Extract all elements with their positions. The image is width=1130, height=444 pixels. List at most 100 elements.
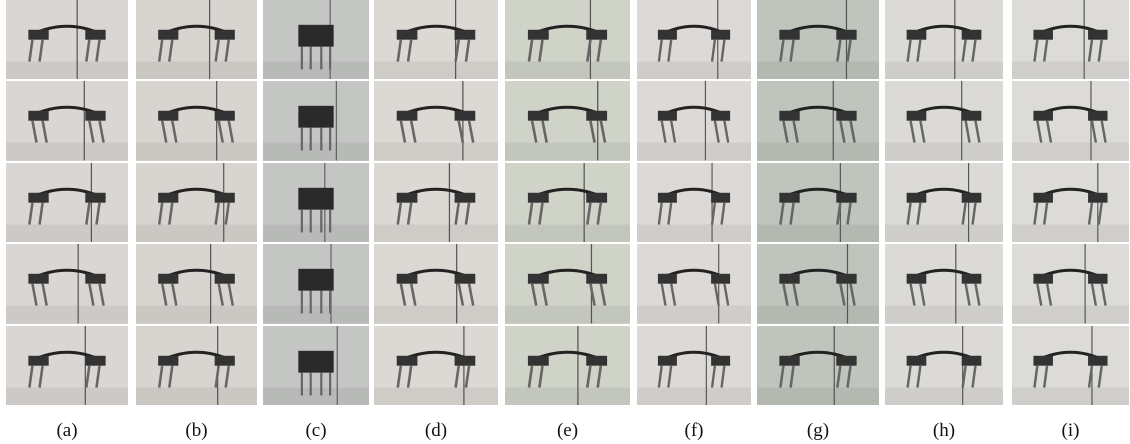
robot-photo (757, 0, 879, 79)
floor (1012, 387, 1129, 405)
floor (263, 306, 369, 324)
photo (885, 326, 1003, 405)
robot-leg (975, 284, 979, 306)
robot-leg (598, 365, 601, 387)
robot-shoulder (215, 193, 235, 203)
subfigure-caption: (i) (1012, 420, 1129, 442)
robot-leg (1044, 365, 1047, 387)
photo (136, 244, 257, 323)
robot-body (298, 25, 333, 47)
photo (637, 0, 751, 79)
photo (505, 0, 630, 79)
robot-hip (779, 111, 799, 121)
robot-photo (637, 326, 751, 405)
robot-photo (6, 163, 128, 242)
robot-leg (1089, 203, 1092, 225)
robot-leg (229, 121, 233, 143)
robot-leg (973, 365, 976, 387)
figure: {"captions": ["(a)", "(b)", "(c)", "(d)"… (0, 0, 1130, 444)
robot-photo (263, 0, 369, 79)
robot-leg (1092, 121, 1096, 143)
robot-leg (715, 121, 719, 143)
robot-hip (397, 193, 418, 203)
floor (757, 143, 879, 161)
robot-leg (539, 40, 542, 62)
robot-leg (172, 284, 176, 306)
robot-leg (169, 365, 172, 387)
robot-leg (659, 365, 662, 387)
floor (637, 306, 751, 324)
robot-hip (397, 30, 418, 40)
robot-leg (1044, 40, 1047, 62)
robot-hip (158, 30, 178, 40)
robot-photo (885, 0, 1003, 79)
floor (263, 143, 369, 161)
robot-photo (374, 244, 498, 323)
robot-leg (398, 365, 401, 387)
robot-leg (100, 284, 104, 306)
robot-shoulder (1088, 193, 1108, 203)
robot-leg (598, 203, 601, 225)
photo (637, 326, 751, 405)
robot-leg (86, 365, 89, 387)
robot-shoulder (1088, 111, 1108, 121)
robot-photo (505, 0, 630, 79)
floor (374, 224, 498, 242)
robot-shoulder (711, 30, 730, 40)
robot-photo (6, 244, 128, 323)
robot-leg (40, 365, 43, 387)
robot-leg (169, 203, 172, 225)
photo (757, 0, 879, 79)
photo (637, 163, 751, 242)
robot-body (298, 188, 333, 210)
robot-leg (783, 121, 787, 143)
photo (6, 0, 128, 79)
floor (6, 143, 128, 161)
robot-leg (1092, 284, 1096, 306)
robot-leg (601, 284, 605, 306)
robot-leg (40, 203, 43, 225)
photo (374, 163, 498, 242)
robot-leg (668, 203, 671, 225)
floor (6, 62, 128, 80)
robot-leg (671, 284, 675, 306)
robot-shoulder (455, 355, 476, 365)
robot-leg (162, 121, 166, 143)
floor (505, 224, 630, 242)
robot-photo (885, 326, 1003, 405)
robot-leg (851, 284, 855, 306)
robot-leg (226, 40, 229, 62)
robot-leg (1037, 284, 1041, 306)
robot-body (298, 269, 333, 291)
robot-shoulder (1088, 274, 1108, 284)
photo-column (757, 0, 879, 405)
robot-photo (6, 81, 128, 160)
robot-leg (966, 121, 970, 143)
robot-photo (136, 81, 257, 160)
floor (637, 224, 751, 242)
robot-hip (1033, 30, 1053, 40)
robot-leg (963, 203, 966, 225)
robot-leg (43, 121, 47, 143)
robot-leg (662, 121, 666, 143)
robot-leg (1034, 365, 1037, 387)
photo (885, 244, 1003, 323)
robot-leg (96, 365, 99, 387)
robot-photo (136, 163, 257, 242)
robot-leg (783, 284, 787, 306)
robot-leg (908, 203, 911, 225)
floor (374, 306, 498, 324)
robot-photo (1012, 81, 1129, 160)
robot-photo (374, 0, 498, 79)
robot-leg (780, 203, 783, 225)
photo (757, 81, 879, 160)
robot-photo (136, 244, 257, 323)
robot-leg (229, 284, 233, 306)
robot-photo (6, 326, 128, 405)
subfigure-caption: (e) (505, 420, 630, 442)
robot-hip (397, 355, 418, 365)
robot-leg (840, 121, 844, 143)
robot-shoulder (711, 274, 730, 284)
floor (885, 143, 1003, 161)
photo-column (637, 0, 751, 405)
